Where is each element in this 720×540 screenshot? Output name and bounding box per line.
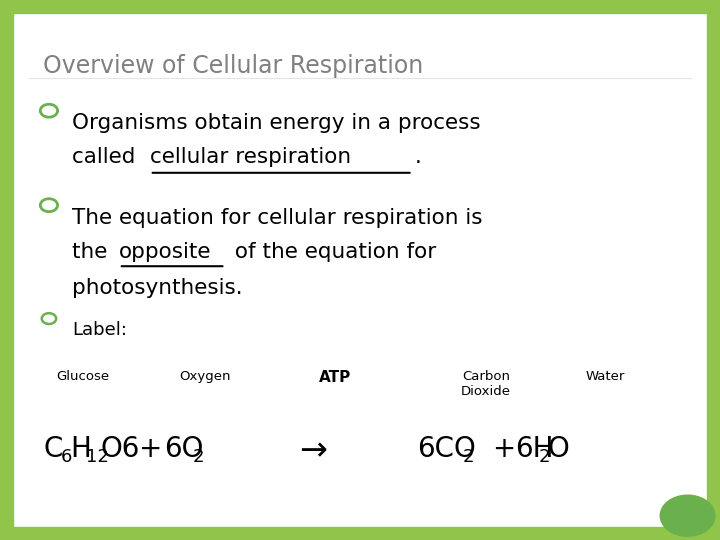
- Text: C: C: [43, 435, 63, 463]
- Text: the: the: [72, 242, 114, 262]
- Bar: [0, 0, 720, 12]
- Text: Overview of Cellular Respiration: Overview of Cellular Respiration: [43, 54, 423, 78]
- Text: Glucose: Glucose: [56, 370, 109, 383]
- Text: O6: O6: [101, 435, 140, 463]
- Text: 2: 2: [463, 448, 474, 466]
- Text: O: O: [547, 435, 569, 463]
- Text: photosynthesis.: photosynthesis.: [72, 278, 243, 298]
- Text: Label:: Label:: [72, 321, 127, 339]
- Bar: [0, 0, 13, 540]
- Text: 6: 6: [60, 448, 72, 466]
- Circle shape: [660, 495, 715, 536]
- Text: cellular respiration: cellular respiration: [150, 147, 351, 167]
- Text: ATP: ATP: [319, 370, 351, 385]
- Text: Organisms obtain energy in a process: Organisms obtain energy in a process: [72, 113, 481, 133]
- Text: 6O: 6O: [164, 435, 204, 463]
- Text: 12: 12: [86, 448, 109, 466]
- Text: 6H: 6H: [515, 435, 553, 463]
- Text: of the equation for: of the equation for: [228, 242, 436, 262]
- Text: +: +: [139, 435, 162, 463]
- Text: The equation for cellular respiration is: The equation for cellular respiration is: [72, 208, 482, 228]
- Text: 2: 2: [539, 448, 550, 466]
- Text: .: .: [415, 147, 422, 167]
- Text: called: called: [72, 147, 143, 167]
- Text: →: →: [299, 435, 327, 468]
- Text: opposite: opposite: [119, 242, 211, 262]
- Text: 2: 2: [192, 448, 204, 466]
- Bar: [707, 0, 720, 540]
- Text: Carbon
Dioxide: Carbon Dioxide: [461, 370, 511, 398]
- Text: H: H: [71, 435, 91, 463]
- Text: Oxygen: Oxygen: [179, 370, 231, 383]
- Text: 6CO: 6CO: [418, 435, 477, 463]
- Bar: [0, 528, 720, 540]
- Text: +: +: [484, 435, 516, 463]
- Text: Water: Water: [585, 370, 624, 383]
